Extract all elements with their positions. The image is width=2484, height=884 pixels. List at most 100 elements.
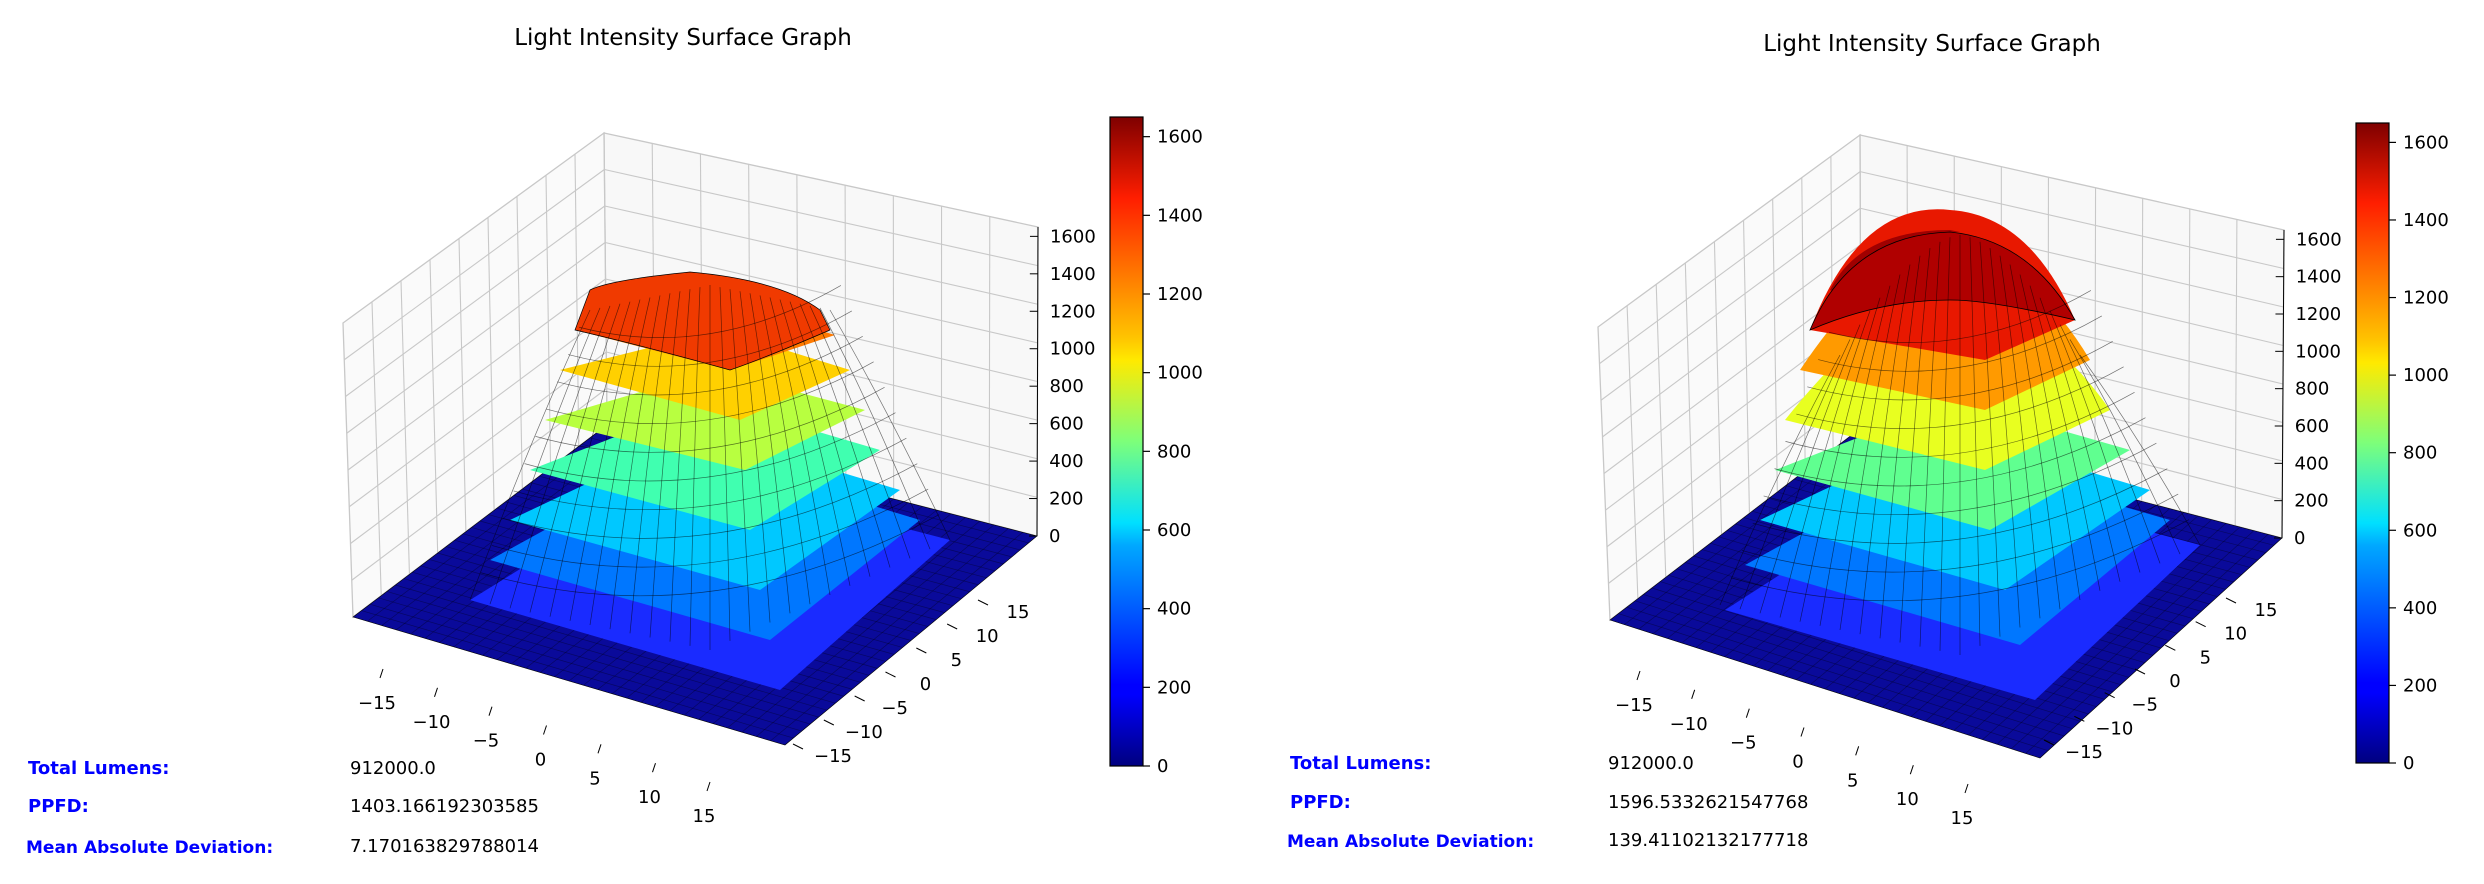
chart-2-y-tick-5	[2074, 715, 2085, 722]
chart-1-x-axis: −15 −10 −5 0 5 10 15	[358, 668, 716, 827]
chart-1-stat-label-total-lumens: Total Lumens:	[28, 758, 169, 779]
chart-1-z-tick-label-5: 1000	[1050, 339, 1096, 360]
chart-1-colorbar-label-6: 1200	[1157, 284, 1203, 305]
chart-1-y-tick-label-2: 5	[951, 650, 962, 671]
chart-1-colorbar-label-5: 1000	[1157, 363, 1203, 384]
chart-1-y-tick-0	[977, 599, 989, 606]
chart-1-stat-value-total-lumens: 912000.0	[350, 758, 436, 779]
chart-2-z-tick-label-7: 1400	[2296, 267, 2342, 288]
chart-2-x-tick-4	[1855, 746, 1860, 756]
chart-2-stat-value-ppfd: 1596.5332621547768	[1608, 792, 1808, 813]
chart-2-y-tick-0	[2225, 597, 2237, 604]
chart-1-stat-value-mad: 7.170163829788014	[350, 836, 539, 857]
chart-2-y-tick-label-0: 15	[2255, 600, 2278, 621]
chart-2-y-tick-label-5: −10	[2095, 718, 2133, 739]
chart-2-stat-value-total-lumens: 912000.0	[1608, 753, 1694, 774]
chart-1-colorbar-label-2: 400	[1157, 599, 1191, 620]
chart-1-colorbar-label-7: 1400	[1157, 205, 1203, 226]
chart-1-x-tick-label-2: −5	[473, 731, 500, 752]
chart-1-y-tick-label-1: 10	[976, 626, 999, 647]
chart-2-y-tick-label-1: 10	[2224, 624, 2247, 645]
chart-1-z-tick-label-3: 600	[1049, 414, 1083, 435]
chart-1-y-tick-label-4: −5	[881, 698, 908, 719]
chart-2-stat-label-ppfd: PPFD:	[1290, 792, 1351, 813]
chart-2-z-tick-label-6: 1200	[2295, 304, 2341, 325]
chart-1-z-tick-label-7: 1400	[1050, 264, 1096, 285]
chart-1-stat-label-ppfd: PPFD:	[28, 796, 89, 817]
chart-2-y-tick-4	[2104, 692, 2115, 699]
chart-2-z-tick-label-0: 0	[2294, 528, 2305, 549]
chart-2-colorbar-label-7: 1400	[2403, 210, 2449, 231]
chart-2-colorbar-label-6: 1200	[2403, 288, 2449, 309]
chart-1-colorbar: 0 200 400 600 800 1000 1200 1400 1600	[1109, 116, 1203, 777]
chart-1-stats: Total Lumens: 912000.0 PPFD: 1403.166192…	[26, 758, 539, 858]
chart-2-colorbar-label-1: 200	[2403, 675, 2437, 696]
chart-2-x-tick-label-4: 5	[1847, 770, 1858, 791]
chart-1-y-tick-2	[916, 647, 927, 654]
chart-2-y-tick-label-4: −5	[2131, 695, 2158, 716]
chart-1-x-tick-label-6: 15	[693, 806, 716, 827]
chart-1-x-tick-6	[706, 781, 711, 792]
chart-2-colorbar-gradient	[2355, 122, 2390, 764]
chart-1: Light Intensity Surface Graph 0 200 400 600…	[26, 25, 1203, 858]
chart-2: Light Intensity Surface Graph 0 200 400 600…	[1287, 31, 2449, 852]
chart-1-y-tick-label-6: −15	[814, 746, 852, 767]
chart-1-colorbar-label-4: 800	[1157, 441, 1191, 462]
chart-2-colorbar: 0 200 400 600 800 1000 1200 1400 1600	[2355, 122, 2449, 774]
chart-1-z-axis: 0 200 400 600 800 1000 1200 1400 1600	[1029, 226, 1096, 547]
chart-2-z-axis: 0 200 400 600 800 1000 1200 1400 1600	[2274, 229, 2342, 549]
chart-2-stats: Total Lumens: 912000.0 PPFD: 1596.533262…	[1287, 753, 1808, 852]
chart-2-y-axis: 15 10 50 −5−10 −15	[2043, 597, 2278, 763]
chart-1-y-tick-4	[854, 695, 865, 702]
chart-2-stat-label-mad: Mean Absolute Deviation:	[1287, 832, 1534, 852]
chart-1-y-tick-5	[823, 719, 835, 726]
chart-2-y-tick-1	[2195, 621, 2206, 628]
chart-1-x-tick-3	[543, 725, 547, 735]
chart-2-x-tick-label-1: −10	[1670, 714, 1708, 735]
chart-1-z-tick-label-2: 400	[1049, 451, 1083, 472]
chart-1-y-tick-3	[885, 671, 896, 678]
chart-2-stat-label-total-lumens: Total Lumens:	[1290, 753, 1431, 774]
chart-2-x-tick-6	[1964, 783, 1969, 794]
chart-1-x-tick-4	[597, 744, 602, 754]
chart-2-colorbar-label-4: 800	[2403, 443, 2437, 464]
chart-1-x-tick-5	[652, 763, 656, 773]
chart-1-x-tick-label-4: 5	[589, 768, 600, 789]
chart-2-z-tick-label-3: 600	[2295, 416, 2329, 437]
chart-1-z-tick-label-6: 1200	[1050, 301, 1096, 322]
chart-2-x-tick-label-2: −5	[1730, 733, 1757, 754]
chart-2-x-tick-0	[1636, 670, 1641, 681]
chart-1-stat-value-ppfd: 1403.166192303585	[350, 796, 539, 817]
chart-1-title: Light Intensity Surface Graph	[514, 25, 852, 51]
chart-1-z-tick-label-4: 800	[1049, 376, 1083, 397]
chart-2-x-tick-1	[1691, 689, 1696, 699]
chart-2-x-axis: −15 −10 −5 0 5 10 15	[1615, 670, 1973, 829]
chart-1-surface	[352, 271, 1038, 746]
chart-1-x-tick-0	[379, 668, 384, 679]
chart-1-colorbar-gradient	[1109, 116, 1144, 767]
chart-2-z-tick-label-1: 200	[2294, 491, 2328, 512]
chart-1-z-tick-label-8: 1600	[1050, 226, 1096, 247]
chart-1-plateau	[574, 271, 831, 371]
chart-2-colorbar-label-8: 1600	[2403, 132, 2449, 153]
chart-2-y-tick-3	[2134, 668, 2146, 675]
chart-2-x-tick-label-3: 0	[1792, 752, 1803, 773]
chart-1-y-tick-1	[946, 623, 958, 630]
chart-2-z-tick-label-5: 1000	[2295, 341, 2341, 362]
chart-1-colorbar-label-8: 1600	[1157, 127, 1203, 148]
chart-2-x-tick-5	[1909, 765, 1914, 775]
chart-2-y-tick-label-3: 0	[2169, 671, 2180, 692]
chart-1-colorbar-label-1: 200	[1157, 677, 1191, 698]
chart-2-z-tick-label-8: 1600	[2296, 229, 2342, 250]
chart-1-x-tick-label-0: −15	[358, 693, 396, 714]
chart-2-y-tick-label-6: −15	[2065, 742, 2103, 763]
chart-2-title: Light Intensity Surface Graph	[1763, 31, 2101, 57]
chart-1-x-tick-label-1: −10	[413, 712, 451, 733]
chart-2-y-tick-6	[2043, 739, 2055, 746]
chart-1-x-tick-1	[434, 687, 438, 697]
chart-1-y-tick-label-0: 15	[1007, 602, 1030, 623]
chart-1-y-tick-label-5: −10	[845, 722, 883, 743]
chart-1-y-axis: 15 10 50 −5 −10 −15	[792, 599, 1030, 767]
chart-1-z-tick-label-0: 0	[1049, 526, 1060, 547]
